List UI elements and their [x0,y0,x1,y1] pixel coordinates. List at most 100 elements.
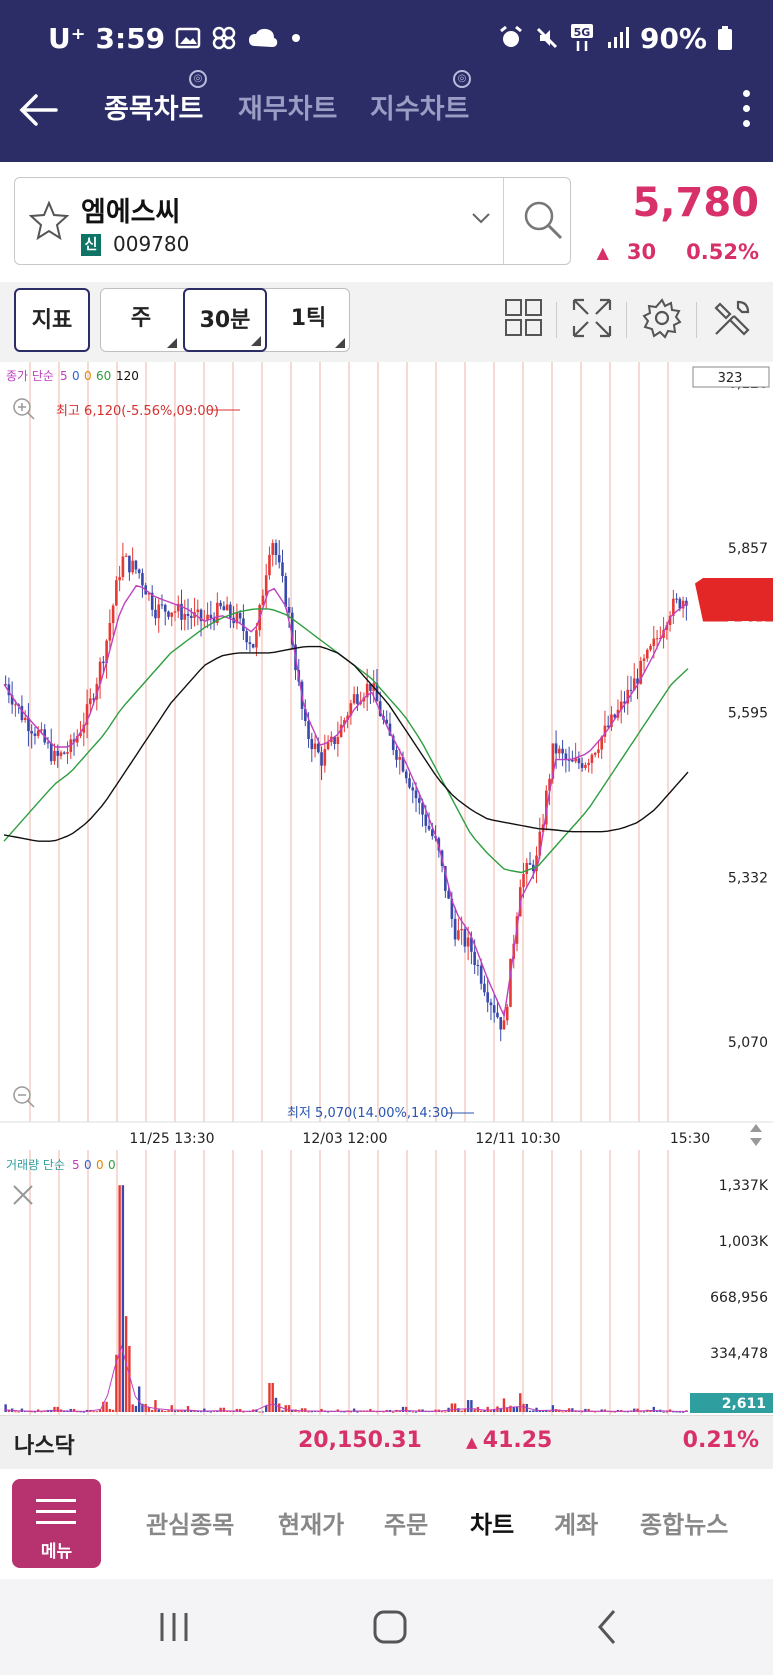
volume-bar [203,1408,206,1412]
volume-bar [558,1409,561,1412]
volume-bar [102,1401,105,1412]
volume-bar [121,1185,125,1412]
volume-ma-line [3,1344,689,1412]
candle-body [189,615,193,618]
zoom-in-icon[interactable] [13,398,35,420]
visible-count: 323 [718,371,743,386]
volume-bar [567,1408,571,1412]
candle-body [36,730,40,736]
candle-body [483,983,486,993]
candle-body [102,661,105,664]
gallery-icon [175,27,201,49]
nav-news[interactable]: 종합뉴스 [640,1511,729,1539]
candle-body [242,618,245,632]
settings-gear-icon[interactable] [640,296,684,340]
candle-body [343,720,346,725]
candle-body [525,863,529,875]
back-icon[interactable] [582,1601,634,1653]
candle-body [652,638,656,646]
search-icon[interactable] [519,196,567,244]
menu-button[interactable]: 메뉴 [12,1479,101,1568]
legend-period-0b: 0 [84,369,92,383]
volume-bar [115,1354,118,1412]
stock-selector[interactable]: 엠에스씨 신 009780 [14,177,571,265]
stock-name: 엠에스씨 [81,197,181,228]
favorite-star-icon[interactable] [29,200,69,240]
nav-chart[interactable]: 차트 [470,1511,515,1539]
period-tick-button[interactable]: 1틱 [268,288,349,352]
candle-body [444,866,447,891]
candle-body [479,965,483,984]
volume-bar [587,1408,590,1412]
candle-body [23,717,27,721]
candle-body [229,604,232,618]
candle-body [431,829,434,837]
axis-resize-icon[interactable] [750,1124,762,1146]
volume-bar [30,1411,33,1413]
tab-stock-chart[interactable]: 종목차트 [104,94,204,125]
candle-body [27,717,30,732]
zoom-out-icon[interactable] [13,1086,35,1108]
candle-body [209,614,213,619]
tab-financial-chart[interactable]: 재무차트 [238,94,338,125]
nav-watchlist[interactable]: 관심종목 [146,1511,235,1539]
volume-bar [440,1411,444,1413]
volume-bar [144,1403,147,1412]
candle-body [574,758,577,762]
candle-body [56,750,60,756]
volume-bar [486,1406,489,1412]
candle-body [499,1017,503,1030]
5g-signal-icon: 5G [570,24,593,51]
fullscreen-icon[interactable] [570,296,614,340]
period-30min-button[interactable]: 30분 [183,288,267,352]
candle-body [558,748,561,754]
candle-body [154,609,157,619]
volume-bar [655,1410,659,1412]
recents-icon[interactable] [148,1601,200,1653]
close-icon[interactable] [13,1185,33,1205]
candle-body [577,758,581,764]
indicator-button[interactable]: 지표 [14,288,90,352]
period-week-button[interactable]: 주 [101,288,181,352]
volume-y-tick: 668,956 [710,1290,768,1306]
candle-body [336,736,340,744]
nav-order[interactable]: 주문 [384,1511,429,1539]
volume-bar [515,1406,519,1412]
volume-chart[interactable]: 거래량 단순 5 0 0 0 1,337K 1,003K 668,956 334… [0,1150,773,1415]
volume-bar [349,1411,353,1413]
volume-bar [190,1410,193,1412]
volume-bar [375,1411,379,1413]
volume-bar [53,1406,56,1412]
volume-bar [672,1411,675,1413]
index-change-value: 41.25 [482,1428,553,1453]
volume-y-tick: 1,003K [719,1234,769,1250]
divider [696,302,697,338]
candle-body [580,763,584,768]
nav-account[interactable]: 계좌 [554,1511,599,1539]
volume-bar [352,1408,356,1412]
alarm-icon [500,25,522,47]
nav-current-price[interactable]: 현재가 [278,1511,345,1539]
tools-icon[interactable] [710,296,754,340]
volume-bar [297,1411,300,1413]
candle-body [268,554,271,576]
candle-body [284,576,288,608]
chart-grid [29,362,669,1122]
chevron-down-icon[interactable] [470,208,492,228]
volume-bar [98,1409,102,1412]
up-triangle-icon: ▲ [596,243,609,262]
tab-index-chart[interactable]: 지수차트 [370,94,470,125]
candle-body [49,743,53,762]
volume-bar [580,1411,584,1413]
layout-grid-icon[interactable] [502,296,546,340]
back-arrow-icon[interactable] [16,88,60,132]
index-ticker[interactable]: 나스닥 20,150.31 ▲ 41.25 0.21% [0,1415,773,1469]
candle-body [629,689,633,691]
home-icon[interactable] [364,1601,416,1653]
volume-bar [489,1409,493,1412]
more-menu-icon[interactable] [741,90,751,132]
volume-bar [281,1410,284,1412]
tab-badge-icon: ◎ [453,70,471,88]
volume-bar [561,1411,564,1413]
